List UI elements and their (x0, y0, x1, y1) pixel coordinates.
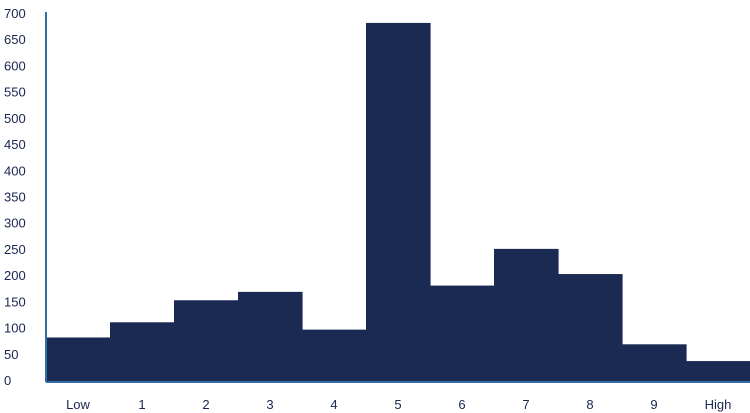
x-tick-label: Low (66, 397, 90, 412)
y-tick-label: 450 (4, 137, 26, 152)
x-tick-label: 6 (458, 397, 465, 412)
bar-2 (174, 300, 239, 381)
y-tick-label: 200 (4, 268, 26, 283)
y-tick-label: 50 (4, 347, 18, 362)
y-tick-label: 100 (4, 321, 26, 336)
y-tick-label: 150 (4, 294, 26, 309)
x-tick-label: 8 (586, 397, 593, 412)
x-tick-label: 1 (138, 397, 145, 412)
y-tick-label: 700 (4, 6, 26, 21)
x-tick-labels: Low 1 2 3 4 5 6 7 8 9 High (66, 397, 731, 412)
y-tick-label: 500 (4, 111, 26, 126)
bar-low (46, 337, 111, 381)
bar-high (686, 361, 750, 381)
bar-7 (494, 248, 559, 381)
x-tick-label: 5 (394, 397, 401, 412)
y-tick-label: 650 (4, 32, 26, 47)
bars-group (46, 22, 750, 381)
y-tick-labels: 0 50 100 150 200 250 300 350 400 450 500 550 600 650 7… (4, 6, 26, 388)
y-tick-label: 0 (4, 373, 11, 388)
bar-3 (238, 291, 303, 381)
y-tick-label: 300 (4, 216, 26, 231)
bar-1 (110, 322, 175, 381)
x-tick-label: 3 (266, 397, 273, 412)
bar-5 (366, 22, 431, 381)
bar-8 (558, 274, 623, 381)
bar-4 (302, 329, 367, 381)
y-tick-label: 600 (4, 58, 26, 73)
bar-9 (622, 344, 687, 381)
x-tick-label: 9 (650, 397, 657, 412)
x-tick-label: High (705, 397, 732, 412)
y-tick-label: 550 (4, 85, 26, 100)
bar-6 (430, 285, 495, 381)
y-tick-label: 250 (4, 242, 26, 257)
y-tick-label: 400 (4, 163, 26, 178)
x-tick-label: 7 (522, 397, 529, 412)
x-tick-label: 2 (202, 397, 209, 412)
y-tick-label: 350 (4, 190, 26, 205)
x-tick-label: 4 (330, 397, 337, 412)
